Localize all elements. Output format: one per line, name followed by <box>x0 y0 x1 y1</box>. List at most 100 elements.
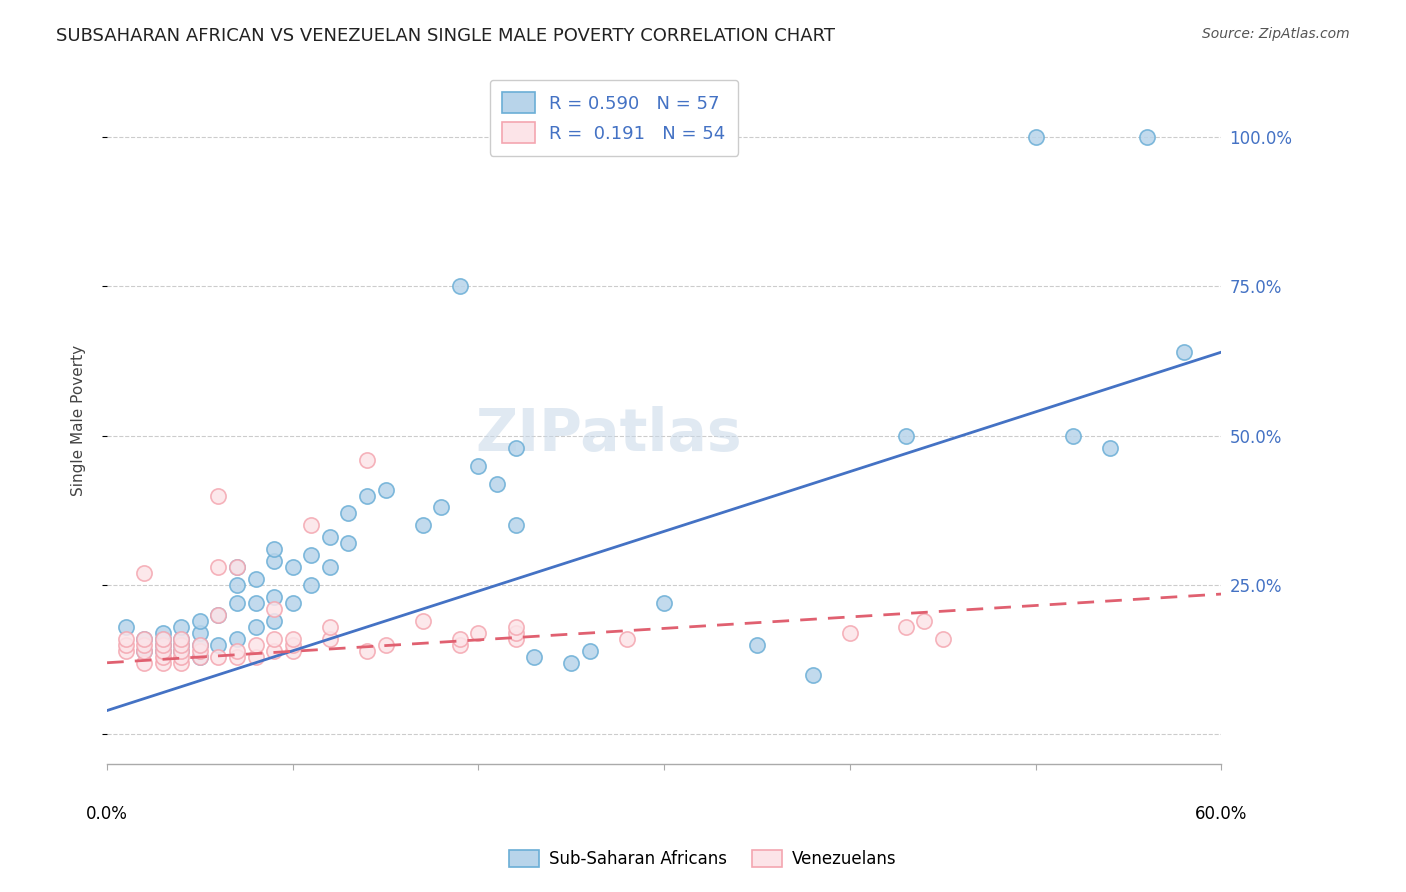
Point <box>449 279 471 293</box>
Point <box>449 638 471 652</box>
Point <box>170 620 193 634</box>
Point <box>114 644 136 658</box>
Point <box>319 632 342 646</box>
Point <box>152 632 174 646</box>
Point <box>134 566 156 581</box>
Point <box>226 560 249 574</box>
Point <box>188 638 211 652</box>
Point <box>134 644 156 658</box>
Point <box>170 649 193 664</box>
Point <box>337 507 360 521</box>
Legend: R = 0.590   N = 57, R =  0.191   N = 54: R = 0.590 N = 57, R = 0.191 N = 54 <box>489 79 738 155</box>
Point <box>299 548 322 562</box>
Point <box>505 626 527 640</box>
Point <box>1173 345 1195 359</box>
Point <box>188 649 211 664</box>
Point <box>263 602 285 616</box>
Point <box>356 452 378 467</box>
Point <box>188 649 211 664</box>
Point <box>226 578 249 592</box>
Point <box>894 620 917 634</box>
Point <box>134 632 156 646</box>
Point <box>245 638 267 652</box>
Point <box>245 596 267 610</box>
Point <box>505 518 527 533</box>
Point <box>207 607 229 622</box>
Point <box>188 614 211 628</box>
Point <box>207 489 229 503</box>
Point <box>134 632 156 646</box>
Point <box>560 656 582 670</box>
Point <box>299 518 322 533</box>
Point <box>152 656 174 670</box>
Point <box>319 560 342 574</box>
Point <box>356 489 378 503</box>
Point <box>263 632 285 646</box>
Point <box>467 626 489 640</box>
Point <box>134 638 156 652</box>
Point <box>894 429 917 443</box>
Point <box>207 649 229 664</box>
Point <box>245 620 267 634</box>
Point <box>170 638 193 652</box>
Point <box>263 644 285 658</box>
Point <box>170 644 193 658</box>
Point <box>152 644 174 658</box>
Point <box>170 656 193 670</box>
Text: Source: ZipAtlas.com: Source: ZipAtlas.com <box>1202 27 1350 41</box>
Point <box>337 536 360 550</box>
Point <box>245 649 267 664</box>
Point <box>281 638 304 652</box>
Point <box>152 632 174 646</box>
Point <box>170 632 193 646</box>
Point <box>505 620 527 634</box>
Point <box>505 632 527 646</box>
Point <box>226 596 249 610</box>
Point <box>263 590 285 604</box>
Point <box>114 620 136 634</box>
Legend: Sub-Saharan Africans, Venezuelans: Sub-Saharan Africans, Venezuelans <box>502 843 904 875</box>
Point <box>430 500 453 515</box>
Point <box>931 632 953 646</box>
Point <box>801 667 824 681</box>
Text: SUBSAHARAN AFRICAN VS VENEZUELAN SINGLE MALE POVERTY CORRELATION CHART: SUBSAHARAN AFRICAN VS VENEZUELAN SINGLE … <box>56 27 835 45</box>
Point <box>226 560 249 574</box>
Text: 0.0%: 0.0% <box>86 805 128 823</box>
Point <box>188 638 211 652</box>
Point <box>114 632 136 646</box>
Text: ZIPatlas: ZIPatlas <box>475 406 742 463</box>
Point <box>152 626 174 640</box>
Point <box>263 614 285 628</box>
Point <box>745 638 768 652</box>
Point <box>299 578 322 592</box>
Point <box>281 644 304 658</box>
Point <box>486 476 509 491</box>
Point <box>356 644 378 658</box>
Point <box>281 632 304 646</box>
Point <box>134 644 156 658</box>
Point <box>207 607 229 622</box>
Point <box>170 644 193 658</box>
Point <box>374 483 396 497</box>
Point <box>374 638 396 652</box>
Point <box>523 649 546 664</box>
Point <box>170 632 193 646</box>
Point <box>652 596 675 610</box>
Point <box>319 530 342 544</box>
Point <box>263 542 285 557</box>
Point <box>1136 130 1159 145</box>
Point <box>281 560 304 574</box>
Point <box>1098 441 1121 455</box>
Point <box>207 560 229 574</box>
Point <box>281 596 304 610</box>
Point <box>226 632 249 646</box>
Point <box>319 620 342 634</box>
Y-axis label: Single Male Poverty: Single Male Poverty <box>72 345 86 497</box>
Point <box>226 644 249 658</box>
Point <box>263 554 285 568</box>
Point <box>114 638 136 652</box>
Point <box>838 626 860 640</box>
Point <box>188 644 211 658</box>
Point <box>449 632 471 646</box>
Point <box>1025 130 1047 145</box>
